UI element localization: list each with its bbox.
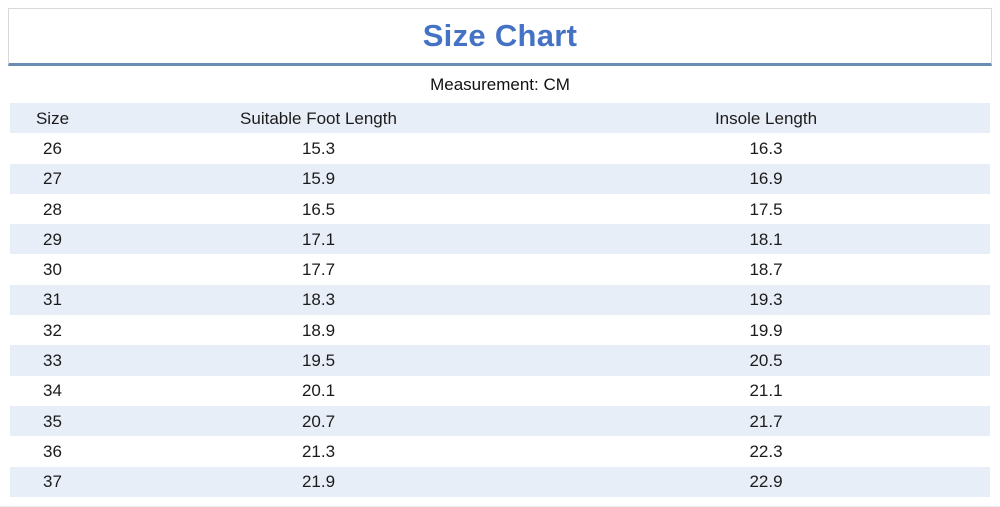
table-cell: 31: [43, 290, 62, 310]
table-row: 33 19.5 20.5: [10, 345, 990, 376]
table-cell: 22.3: [749, 441, 783, 461]
table-row: 26 15.3 16.3: [10, 133, 990, 163]
table-row: 32 18.9 19.9: [10, 315, 990, 345]
table-cell: 29: [43, 229, 62, 249]
table-row: 27 15.9 16.9: [10, 163, 990, 194]
table-row: 35 20.7 21.7: [10, 405, 990, 437]
table-cell: 33: [43, 351, 62, 371]
table-cell: 18.1: [749, 229, 783, 249]
table-row: 28 16.5 17.5: [10, 194, 990, 224]
table-row: 29 17.1 18.1: [10, 224, 990, 255]
table-row: 36 21.3 22.3: [10, 436, 990, 466]
table-cell: 19.3: [749, 290, 783, 310]
table-cell: 19.9: [749, 320, 783, 340]
column-header-insole-length: Insole Length: [714, 108, 818, 128]
table-cell: 21.3: [301, 441, 336, 461]
measurement-unit-label: Measurement: CM: [430, 75, 570, 94]
table-cell: 18.3: [301, 290, 336, 310]
title-banner: Size Chart: [8, 8, 992, 66]
table-cell: 36: [43, 441, 62, 461]
table-cell: 26: [43, 138, 62, 158]
table-cell: 21.1: [749, 381, 783, 401]
table-cell: 17.5: [749, 199, 783, 219]
table-cell: 20.1: [301, 381, 336, 401]
column-header-foot-length: Suitable Foot Length: [240, 108, 397, 128]
table-cell: 27: [43, 169, 62, 189]
table-cell: 21.9: [301, 472, 336, 492]
size-table-body: 26 15.3 16.3 27 15.9 16.9 28 16.5 17.5 29 17.1 18.1…: [10, 133, 990, 497]
table-cell: 20.5: [749, 351, 783, 371]
table-cell: 28: [43, 199, 62, 219]
table-cell: 18.7: [749, 260, 783, 280]
table-row: 34 20.1 21.1: [10, 376, 990, 406]
table-cell: 22.9: [749, 472, 783, 492]
table-cell: 19.5: [301, 351, 336, 371]
table-cell: 21.7: [749, 411, 783, 431]
table-cell: 17.7: [301, 260, 336, 280]
table-row: 30 17.7 18.7: [10, 254, 990, 284]
table-cell: 16.9: [749, 169, 783, 189]
table-row: 37 21.9 22.9: [10, 466, 990, 497]
table-cell: 17.1: [301, 229, 336, 249]
table-cell: 16.3: [749, 138, 783, 158]
table-cell: 34: [43, 381, 62, 401]
size-chart-table: Size Suitable Foot Length Insole Length …: [10, 103, 990, 497]
table-cell: 16.5: [301, 199, 336, 219]
table-cell: 35: [43, 411, 62, 431]
table-cell: 15.9: [301, 169, 336, 189]
table-cell: 18.9: [301, 320, 336, 340]
page-title: Size Chart: [422, 18, 578, 53]
table-header-row: Size Suitable Foot Length Insole Length: [10, 103, 990, 134]
table-cell: 37: [43, 472, 62, 492]
table-row: 31 18.3 19.3: [10, 284, 990, 316]
column-header-size: Size: [35, 108, 70, 128]
table-cell: 30: [43, 260, 62, 280]
table-cell: 15.3: [301, 138, 336, 158]
table-cell: 32: [43, 320, 62, 340]
table-cell: 20.7: [301, 411, 336, 431]
